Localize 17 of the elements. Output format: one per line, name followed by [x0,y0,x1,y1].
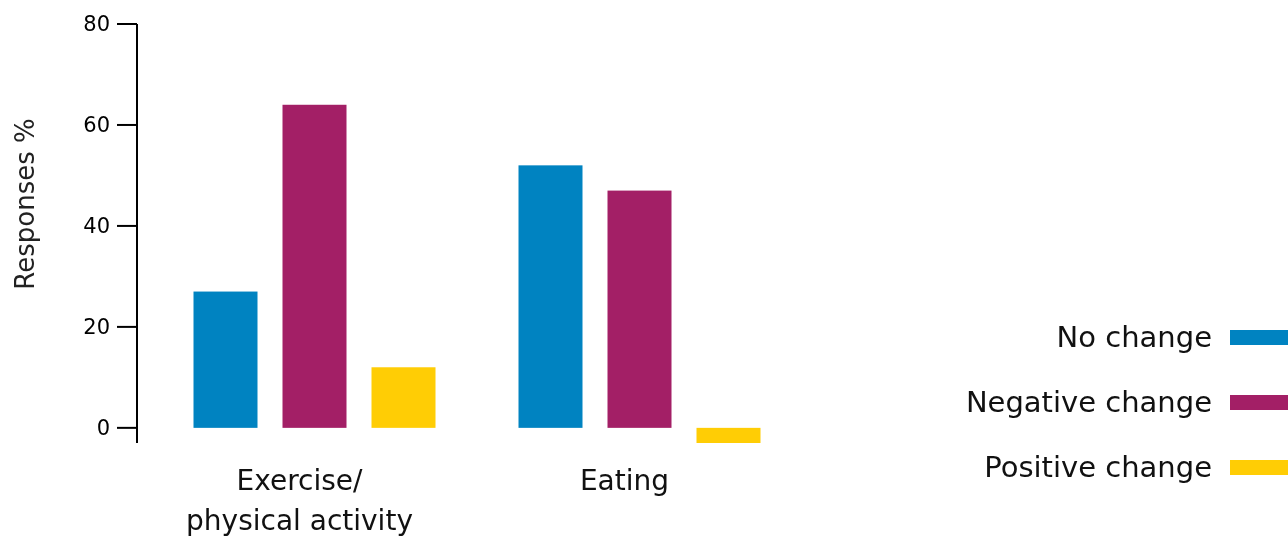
y-tick-label: 80 [83,12,110,37]
bar [518,165,583,428]
x-tick-label: Exercise/ physical activity [186,464,413,537]
legend-label: Positive change [984,450,1212,485]
y-axis-title: Responses % [10,118,40,290]
legend-label: Negative change [965,385,1212,420]
y-tick-label: 60 [83,113,110,138]
bar [607,190,672,428]
bar [282,104,347,428]
bar [193,291,258,428]
legend-label: No change [1056,320,1212,355]
y-tick-label: 0 [96,416,110,441]
x-tick-label: Eating [579,464,670,497]
y-tick-label: 20 [83,315,110,340]
y-tick-label: 40 [83,214,110,239]
bar [696,427,761,443]
bar [371,367,436,428]
